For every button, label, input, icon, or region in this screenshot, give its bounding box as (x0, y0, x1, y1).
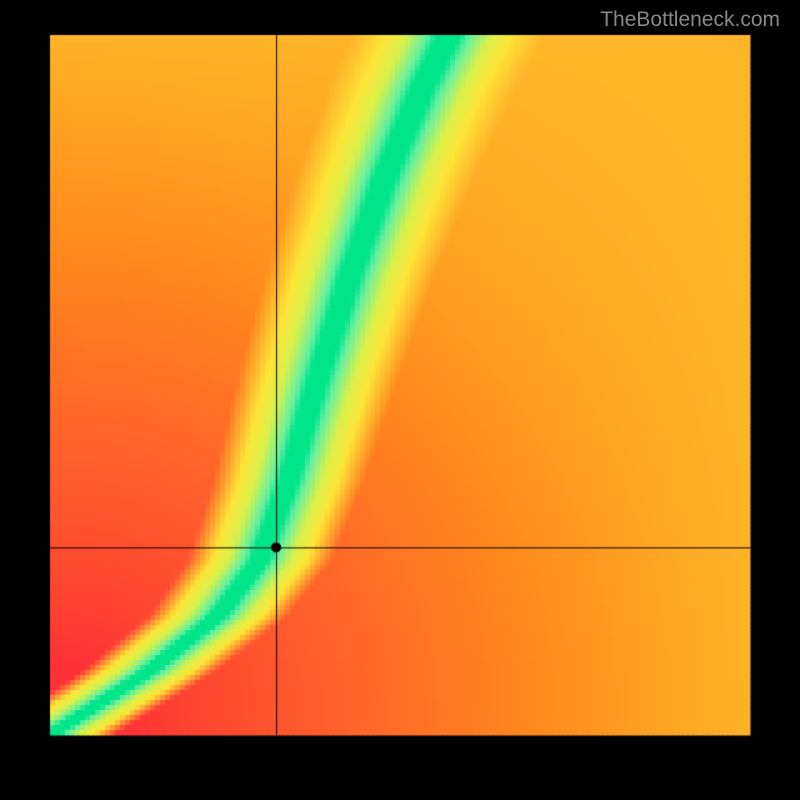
heatmap-canvas (0, 0, 800, 800)
chart-container: TheBottleneck.com (0, 0, 800, 800)
watermark-text: TheBottleneck.com (600, 8, 780, 32)
